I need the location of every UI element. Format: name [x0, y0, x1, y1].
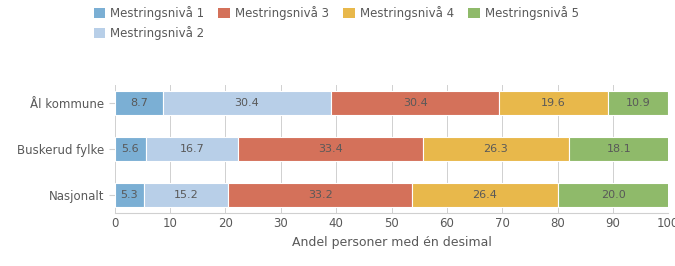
Bar [558, 183, 669, 207]
Text: 20.0: 20.0 [601, 190, 626, 200]
Bar [144, 183, 228, 207]
Bar [500, 91, 608, 115]
Bar [238, 137, 423, 161]
Bar [331, 91, 500, 115]
Text: 8.7: 8.7 [130, 98, 148, 108]
Bar [115, 91, 163, 115]
Bar [412, 183, 558, 207]
Text: 33.2: 33.2 [308, 190, 333, 200]
Text: 18.1: 18.1 [606, 144, 631, 154]
Text: 19.6: 19.6 [541, 98, 566, 108]
Legend: Mestringsnivå 1, Mestringsnivå 2, Mestringsnivå 3, Mestringsnivå 4, Mestringsniv: Mestringsnivå 1, Mestringsnivå 2, Mestri… [94, 6, 578, 40]
Bar [163, 91, 331, 115]
Bar [608, 91, 668, 115]
Text: 5.6: 5.6 [122, 144, 139, 154]
Bar [423, 137, 568, 161]
Text: 30.4: 30.4 [403, 98, 428, 108]
Text: 26.4: 26.4 [472, 190, 497, 200]
Bar [146, 137, 238, 161]
Text: 10.9: 10.9 [626, 98, 651, 108]
Bar [228, 183, 412, 207]
Text: 5.3: 5.3 [121, 190, 138, 200]
Text: 16.7: 16.7 [180, 144, 205, 154]
Text: 26.3: 26.3 [483, 144, 508, 154]
Text: 33.4: 33.4 [318, 144, 343, 154]
X-axis label: Andel personer med én desimal: Andel personer med én desimal [292, 235, 491, 248]
Bar [115, 137, 146, 161]
Text: 30.4: 30.4 [235, 98, 259, 108]
Bar [115, 183, 144, 207]
Bar [568, 137, 669, 161]
Text: 15.2: 15.2 [173, 190, 198, 200]
